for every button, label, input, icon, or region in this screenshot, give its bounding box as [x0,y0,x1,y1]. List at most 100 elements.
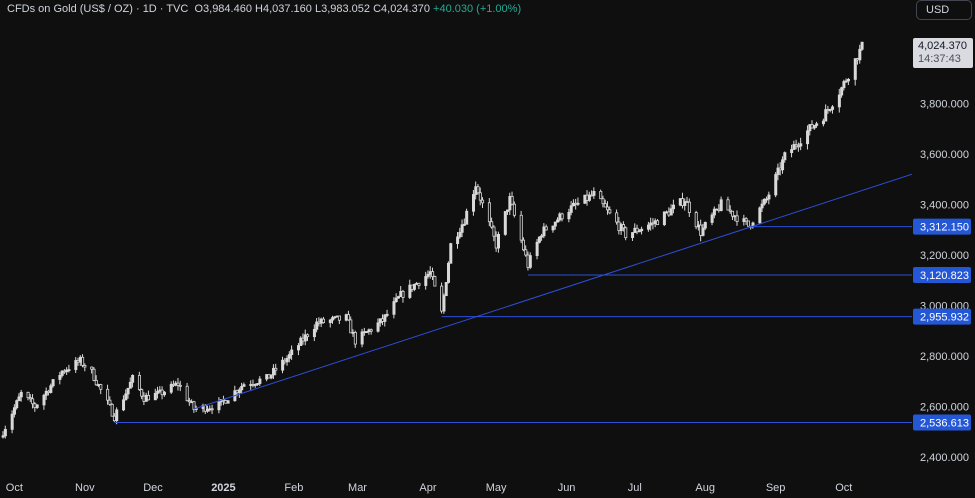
candle-body [497,233,501,249]
candle-body [699,224,703,236]
candle-body [74,360,78,371]
candle [399,286,403,297]
candle [226,400,230,404]
level-label-bg [913,218,971,235]
candle-body [124,393,128,401]
candle [217,397,221,414]
candle-body [140,389,144,397]
candle-body [656,220,660,226]
candle-body [160,389,164,396]
x-tick-label: Oct [6,482,23,494]
candle [126,387,130,399]
candle-body [3,428,7,437]
currency-button[interactable]: USD [916,0,972,20]
candle-body [33,403,37,408]
candle [201,403,205,413]
candle-body [601,198,605,205]
candle [81,354,85,368]
candle [510,191,514,206]
candle-body [490,221,494,228]
candle-body [178,384,182,387]
candle [576,197,580,206]
candle [169,381,173,395]
candle [860,41,864,51]
candle [762,198,766,206]
candle [776,163,780,181]
candle-body [397,296,401,299]
candle [460,219,464,238]
candle-body [26,391,30,399]
candle-body [162,391,166,396]
candle [224,399,228,404]
last-price-tag: 4,024.370 14:37:43 [913,38,973,68]
candle [147,390,151,401]
candle [353,330,357,348]
candle [110,403,114,417]
candle-body [299,337,303,346]
candle [26,391,30,401]
candle-body [269,374,273,379]
candle [172,380,176,388]
candle [631,232,635,241]
candle [487,198,491,227]
x-tick-label: Aug [695,482,715,494]
candle [794,139,798,150]
candle-body [35,404,39,408]
candle [649,217,653,231]
candle [662,211,666,227]
candle [760,199,764,212]
y-tick-label: 3,200.000 [920,250,969,262]
candle [494,231,498,252]
lines-layer [114,173,913,424]
candle [653,218,657,228]
candle-body [28,397,32,400]
candle [735,210,739,226]
candle [62,369,66,374]
candle [569,201,573,216]
candle [683,198,687,211]
candle-body [1,435,5,438]
candle [19,389,23,402]
candle [669,204,673,216]
candle [303,329,307,346]
candle [456,232,460,249]
candle-body [242,384,246,387]
candle [481,197,485,208]
candle-body [669,208,673,216]
candle [112,413,116,422]
candle-body [142,395,146,402]
candle-body [503,211,507,235]
candle-body [58,375,62,380]
candle-body [776,167,780,175]
candle [94,375,98,386]
candle-body [253,384,257,386]
candle-body [540,235,544,238]
x-tick-label: Oct [835,482,852,494]
candle-body [115,409,119,422]
candle-body [449,243,453,264]
candle [831,105,835,114]
candle [449,242,453,264]
candle [733,215,737,222]
candle [381,314,385,326]
close-value: 4,024.370 [381,3,430,15]
candle-body [728,209,732,212]
candle [249,380,253,390]
x-tick-label: May [486,482,507,494]
candle-body [460,224,464,233]
candle-body [274,367,278,371]
candle-body [635,227,639,233]
candle [621,221,625,232]
candle [519,210,523,244]
symbol-title: CFDs on Gold (US$ / OZ) · 1D · TVC [7,3,189,15]
candle-body [297,345,301,351]
candle-body [362,331,366,334]
candle-body [685,201,689,203]
candle [142,392,146,406]
candle [12,404,16,418]
candle [856,57,860,65]
candle [585,190,589,206]
candle-body [381,318,385,322]
candle-body [319,318,323,324]
